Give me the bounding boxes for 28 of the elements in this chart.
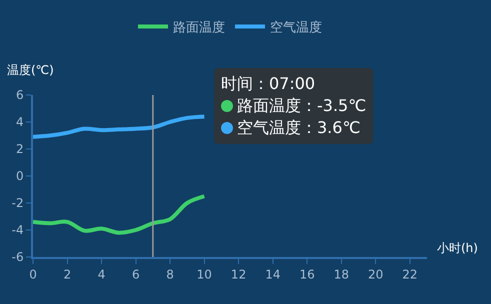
x-tick-label: 22 xyxy=(402,267,418,282)
line-series xyxy=(33,194,206,235)
y-tick-label: 2 xyxy=(16,142,24,156)
x-tick-label: 8 xyxy=(166,267,174,282)
x-tick-label: 14 xyxy=(265,267,280,282)
annotation: 路面温度：-3.5℃ xyxy=(237,96,366,115)
y-tick-label: 4 xyxy=(16,115,24,130)
y-tick-label: 0 xyxy=(16,169,24,184)
y-tick-label: 6 xyxy=(16,88,24,102)
y-axis-title: 温度(℃) xyxy=(7,63,54,77)
x-tick-label: 0 xyxy=(29,267,37,282)
x-tick-label: 4 xyxy=(98,267,106,282)
legend-label: 路面温度 xyxy=(173,20,225,36)
y-tick-label: -4 xyxy=(12,223,24,238)
x-tick-label: 10 xyxy=(196,267,212,282)
x-tick-label: 6 xyxy=(132,267,140,282)
x-tick-label: 20 xyxy=(368,267,384,282)
x-tick-label: 2 xyxy=(63,267,72,282)
annotation: 空气温度：3.6℃ xyxy=(237,118,360,137)
y-tick-label: -6 xyxy=(12,250,24,264)
y-tick-label: -2 xyxy=(12,196,24,210)
x-axis-title: 小时(h) xyxy=(437,241,478,255)
line-series xyxy=(33,114,206,139)
legend-label: 空气温度 xyxy=(270,20,322,36)
x-tick-label: 16 xyxy=(299,267,315,282)
x-tick-label: 18 xyxy=(334,267,349,282)
text: 时间：07:00 xyxy=(221,74,316,93)
x-tick-label: 12 xyxy=(230,267,246,282)
